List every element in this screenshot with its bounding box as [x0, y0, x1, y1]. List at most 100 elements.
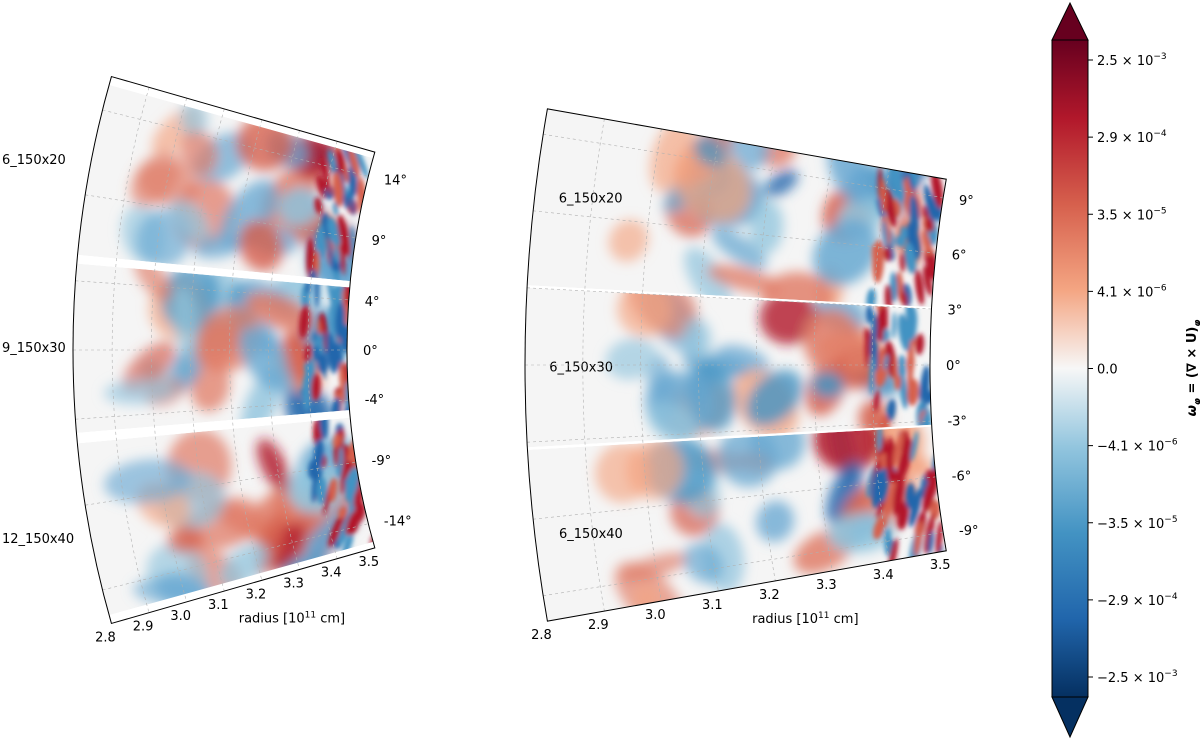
frame-outline	[524, 108, 947, 622]
left-panel: 6_150x20 9_150x30 12_150x40 14° 9° 4° 0° -4° -9°…	[2, 75, 412, 645]
radius-tick-label: 3.2	[246, 587, 267, 602]
radius-tick-label: 3.5	[358, 555, 379, 570]
vorticity-blob	[811, 371, 844, 399]
vorticity-blob	[761, 271, 833, 308]
vorticity-filament	[316, 174, 327, 199]
vorticity-blob	[715, 344, 770, 376]
radius-tick-label: 3.4	[321, 566, 342, 581]
vorticity-filament	[326, 332, 338, 374]
colorbar-tick-label: −2.9 × 10−4	[1097, 592, 1178, 609]
colorbar-tick-label: −4.1 × 10−6	[1097, 438, 1178, 455]
strip-label: 6_150x20	[2, 153, 66, 168]
vorticity-filament	[866, 329, 872, 345]
grid-arc	[582, 118, 605, 612]
vorticity-blob	[749, 200, 784, 255]
radius-tick-label: 3.5	[930, 558, 951, 573]
theta-tick-label: -6°	[952, 469, 971, 484]
vorticity-blob	[617, 287, 673, 337]
theta-tick-label: 0°	[946, 359, 961, 374]
grid-arc	[229, 119, 263, 581]
vorticity-filament	[909, 194, 919, 236]
vorticity-blob	[238, 326, 295, 393]
vorticity-blob	[256, 438, 290, 492]
vorticity-filament	[329, 477, 338, 503]
vorticity-filament	[873, 389, 880, 412]
vorticity-filament	[883, 354, 889, 371]
vorticity-filament	[924, 184, 936, 224]
vorticity-filament	[332, 171, 344, 208]
grid-arc	[756, 149, 776, 581]
colorbar: 2.5 × 10−3 2.9 × 10−4 3.5 × 10−5 4.1 × 10−6…	[1051, 1, 1200, 739]
vorticity-blob	[764, 169, 799, 197]
strip-gap	[78, 410, 349, 444]
theta-tick-label: -14°	[384, 514, 412, 529]
vorticity-filament	[883, 482, 897, 519]
vorticity-filament	[885, 436, 895, 478]
vorticity-blob	[707, 264, 781, 294]
vorticity-filament	[927, 530, 934, 555]
vorticity-blob	[759, 289, 819, 345]
vorticity-blob	[812, 426, 884, 472]
vorticity-blob	[193, 234, 245, 259]
vorticity-filament	[310, 372, 321, 401]
frame	[524, 108, 947, 622]
radius-tick-label: 3.1	[208, 598, 229, 613]
vorticity-filament	[338, 506, 348, 519]
vorticity-filament	[304, 344, 311, 364]
strip-label: 9_150x30	[2, 341, 66, 356]
frame-outline	[72, 75, 376, 625]
vorticity-blob	[684, 247, 732, 308]
vorticity-filament	[892, 311, 897, 340]
vorticity-blob	[594, 443, 652, 503]
theta-tick-label: 3°	[947, 304, 962, 319]
vorticity-filament	[344, 466, 360, 495]
radius-tick-label: 3.1	[702, 598, 723, 613]
vorticity-filament	[931, 168, 944, 209]
strip-heatmap	[77, 84, 374, 282]
vorticity-filament	[893, 473, 905, 516]
vorticity-filament	[876, 426, 882, 452]
grid-ray	[533, 210, 936, 254]
vorticity-filament	[906, 351, 915, 374]
vorticity-filament	[317, 353, 329, 374]
radius-tick-label: 3.0	[645, 608, 666, 623]
vorticity-filament	[313, 345, 320, 362]
theta-tick-label: -9°	[372, 454, 391, 469]
colorbar-extend-bottom	[1051, 696, 1089, 739]
radius-tick-label: 2.9	[588, 618, 609, 633]
colorbar-bar	[1051, 39, 1089, 698]
vorticity-filament	[907, 169, 915, 193]
vorticity-filament	[923, 513, 935, 555]
vorticity-filament	[919, 364, 928, 402]
vorticity-filament	[925, 217, 935, 232]
vorticity-filament	[345, 511, 356, 536]
vorticity-blob	[746, 369, 803, 427]
radius-tick-label: 3.0	[170, 609, 191, 624]
vorticity-blob	[245, 291, 316, 333]
vorticity-blob	[104, 459, 192, 504]
vorticity-filament	[335, 149, 345, 175]
grid-ray	[102, 109, 369, 177]
grid-ray	[102, 523, 369, 591]
vorticity-filament	[333, 245, 340, 264]
vorticity-filament	[914, 268, 925, 306]
vorticity-filament	[935, 520, 943, 556]
vorticity-filament	[884, 187, 897, 228]
vorticity-blob	[710, 227, 767, 270]
vorticity-filament	[883, 246, 892, 262]
radius-axis-label: radius [1011 cm]	[239, 610, 345, 626]
grid-ray	[75, 280, 349, 301]
vorticity-blob	[238, 220, 284, 272]
grid-ray	[527, 287, 932, 310]
vorticity-filament	[915, 333, 925, 355]
radius-axis-label: radius [1011 cm]	[752, 611, 858, 627]
vorticity-filament	[900, 290, 908, 308]
vorticity-blob	[173, 286, 199, 358]
grid-arc	[871, 169, 890, 561]
radius-tick-label: 3.3	[283, 576, 304, 591]
strip-label: 12_150x40	[2, 532, 74, 547]
vorticity-filament	[893, 354, 898, 390]
vorticity-filament	[870, 316, 878, 359]
vorticity-filament	[898, 354, 906, 371]
vorticity-blob	[180, 130, 218, 177]
